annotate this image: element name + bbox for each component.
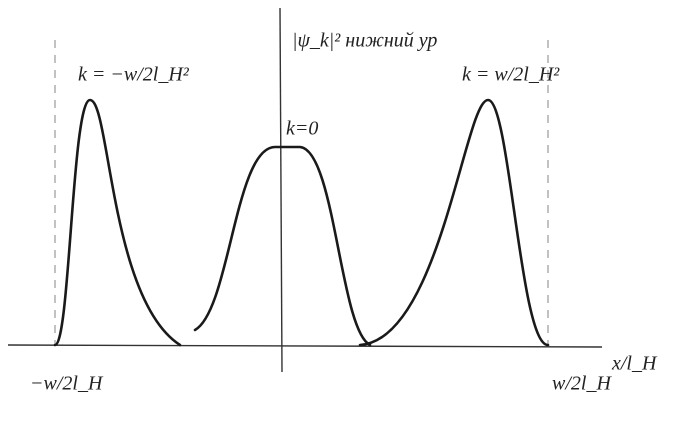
x-label: −w/2l_H [30,373,104,395]
peak-label: k = −w/2l_H² [78,64,190,86]
horizontal-axis [7,344,603,348]
axis-title: |ψ_k|² нижний ур [292,30,437,52]
center-peak [193,145,372,347]
peak-label: k = w/2l_H² [462,64,560,86]
vertical-axis [279,7,283,373]
right-peak [358,98,550,347]
left-peak [53,98,182,347]
x-axis-title: x/l_H [611,353,658,375]
x-label: w/2l_H [552,373,612,395]
peak-label: k=0 [286,118,318,140]
